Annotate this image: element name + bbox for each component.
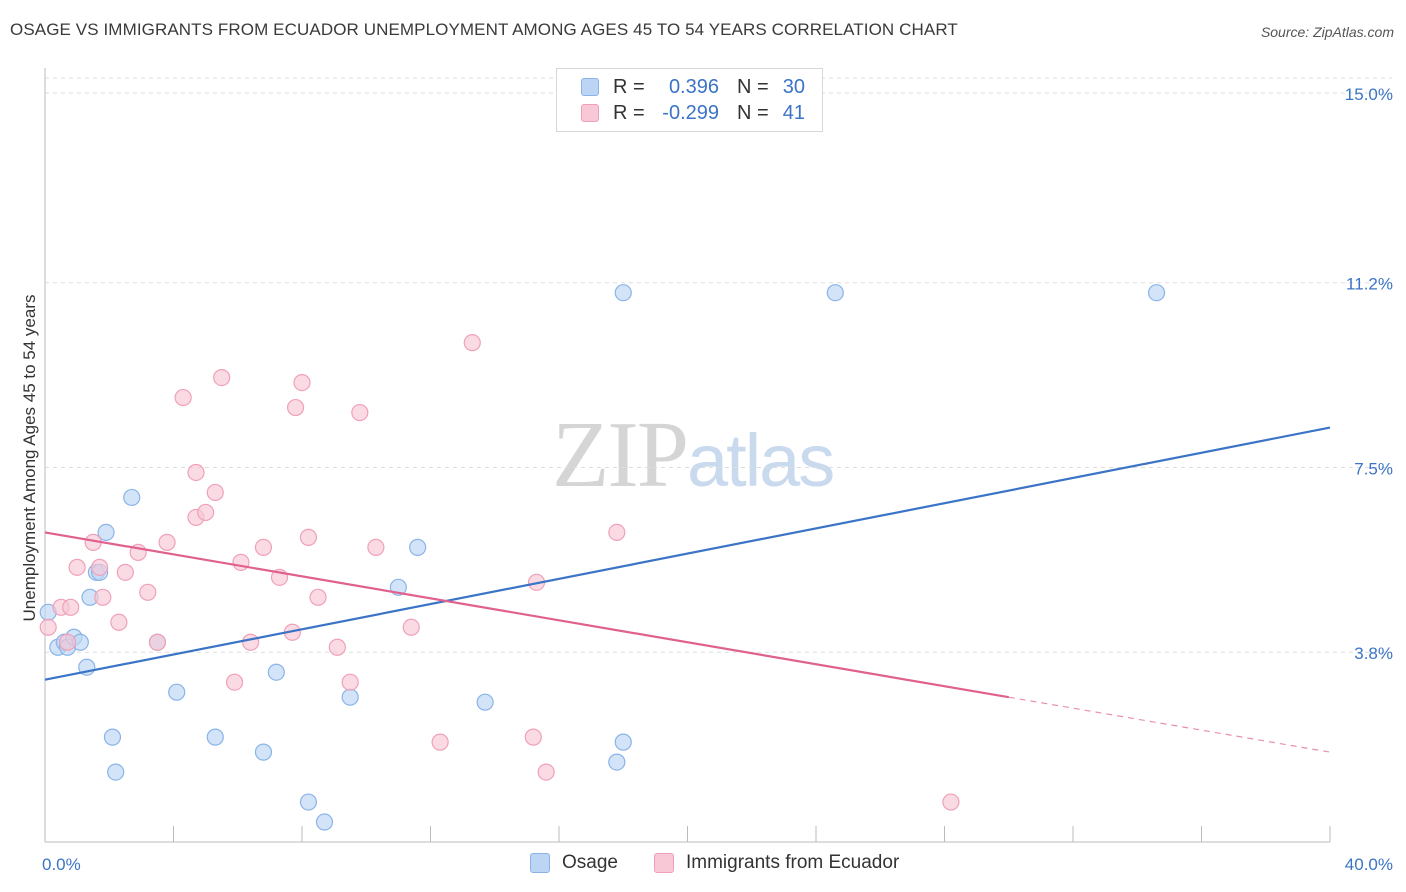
legend-item-ecuador[interactable]: Immigrants from Ecuador [653, 852, 900, 874]
point-ecuador [537, 763, 555, 781]
point-osage [315, 813, 334, 831]
legend-n-value: 41 [782, 101, 805, 124]
legend-swatch-osage [581, 78, 599, 96]
point-ecuador [148, 633, 167, 651]
legend-label-ecuador: Immigrants from Ecuador [685, 852, 900, 873]
point-ecuador [286, 398, 305, 417]
legend-n-label: N = [737, 75, 769, 98]
point-ecuador [206, 483, 224, 502]
trendline-osage [44, 426, 1331, 681]
point-ecuador [299, 528, 318, 546]
point-ecuador [328, 638, 346, 656]
point-ecuador [139, 583, 157, 601]
legend-swatch-osage [530, 853, 550, 873]
legend-item-osage[interactable]: Osage [530, 852, 618, 874]
point-ecuador [293, 373, 311, 392]
point-ecuador [62, 598, 80, 616]
point-ecuador [351, 403, 369, 422]
legend-swatch-ecuador [581, 104, 599, 122]
x-tick-label: 0.0% [42, 855, 81, 874]
point-osage [608, 753, 626, 771]
point-ecuador [94, 588, 112, 606]
point-ecuador [91, 558, 109, 576]
watermark: ZIPatlas [552, 400, 835, 509]
point-osage [299, 793, 318, 811]
legend-r-label: R = [613, 75, 645, 98]
point-osage [614, 284, 632, 302]
point-ecuador [309, 588, 327, 606]
point-osage [1147, 284, 1166, 302]
point-osage [103, 728, 122, 746]
legend-r-value: -0.299 [662, 101, 719, 124]
legend-n-label: N = [737, 101, 769, 124]
point-osage [168, 683, 186, 701]
point-ecuador [431, 733, 449, 751]
watermark-zip: ZIP [552, 403, 689, 507]
y-tick-label: 11.2% [1346, 275, 1393, 294]
point-ecuador [58, 633, 77, 651]
trendline-ecuador [44, 531, 1009, 699]
point-ecuador [341, 673, 359, 691]
legend-label-osage: Osage [562, 852, 618, 873]
x-tick-label: 40.0% [1345, 855, 1393, 874]
point-osage [107, 763, 125, 781]
legend-r-value: 0.396 [668, 75, 719, 98]
y-tick-label: 3.8% [1354, 644, 1393, 663]
point-osage [267, 663, 285, 681]
point-ecuador [524, 728, 542, 746]
legend-n-value: 30 [782, 75, 805, 98]
point-ecuador [116, 563, 134, 581]
point-ecuador [174, 388, 192, 407]
point-ecuador [225, 673, 244, 691]
series-legend: Osage Immigrants from Ecuador [530, 852, 935, 874]
point-ecuador [367, 538, 385, 556]
point-osage [341, 688, 359, 706]
point-ecuador [158, 533, 176, 551]
point-osage [206, 728, 224, 746]
point-ecuador [110, 613, 128, 631]
legend-row-ecuador: R = -0.299 N = 41 [581, 101, 805, 125]
point-ecuador [39, 618, 57, 636]
trendline-dashed-ecuador [1008, 696, 1331, 753]
point-ecuador [68, 558, 86, 576]
point-osage [614, 733, 632, 751]
point-ecuador [242, 633, 260, 651]
point-osage [476, 693, 494, 711]
y-axis-label: Unemployment Among Ages 45 to 54 years [20, 294, 39, 622]
source-label: Source: ZipAtlas.com [1260, 24, 1394, 40]
point-osage [409, 538, 427, 556]
point-ecuador [187, 463, 205, 482]
y-tick-label: 15.0% [1345, 85, 1393, 104]
point-osage [123, 488, 141, 507]
point-ecuador [213, 369, 231, 387]
point-osage [97, 523, 115, 542]
legend-swatch-ecuador [653, 853, 674, 873]
correlation-legend: R = 0.396 N = 30 R = -0.299 N = 41 [556, 68, 823, 132]
watermark-atlas: atlas [687, 419, 835, 502]
point-ecuador [197, 503, 215, 522]
point-ecuador [402, 618, 420, 636]
point-ecuador [254, 538, 273, 556]
point-ecuador [942, 793, 960, 811]
point-osage [826, 284, 844, 302]
point-ecuador [608, 523, 626, 542]
point-ecuador [463, 334, 481, 352]
y-tick-label: 7.5% [1354, 459, 1393, 478]
legend-row-osage: R = 0.396 N = 30 [581, 75, 805, 99]
point-osage [254, 743, 273, 761]
chart-title: OSAGE VS IMMIGRANTS FROM ECUADOR UNEMPLO… [10, 20, 958, 39]
legend-r-label: R = [613, 101, 645, 124]
